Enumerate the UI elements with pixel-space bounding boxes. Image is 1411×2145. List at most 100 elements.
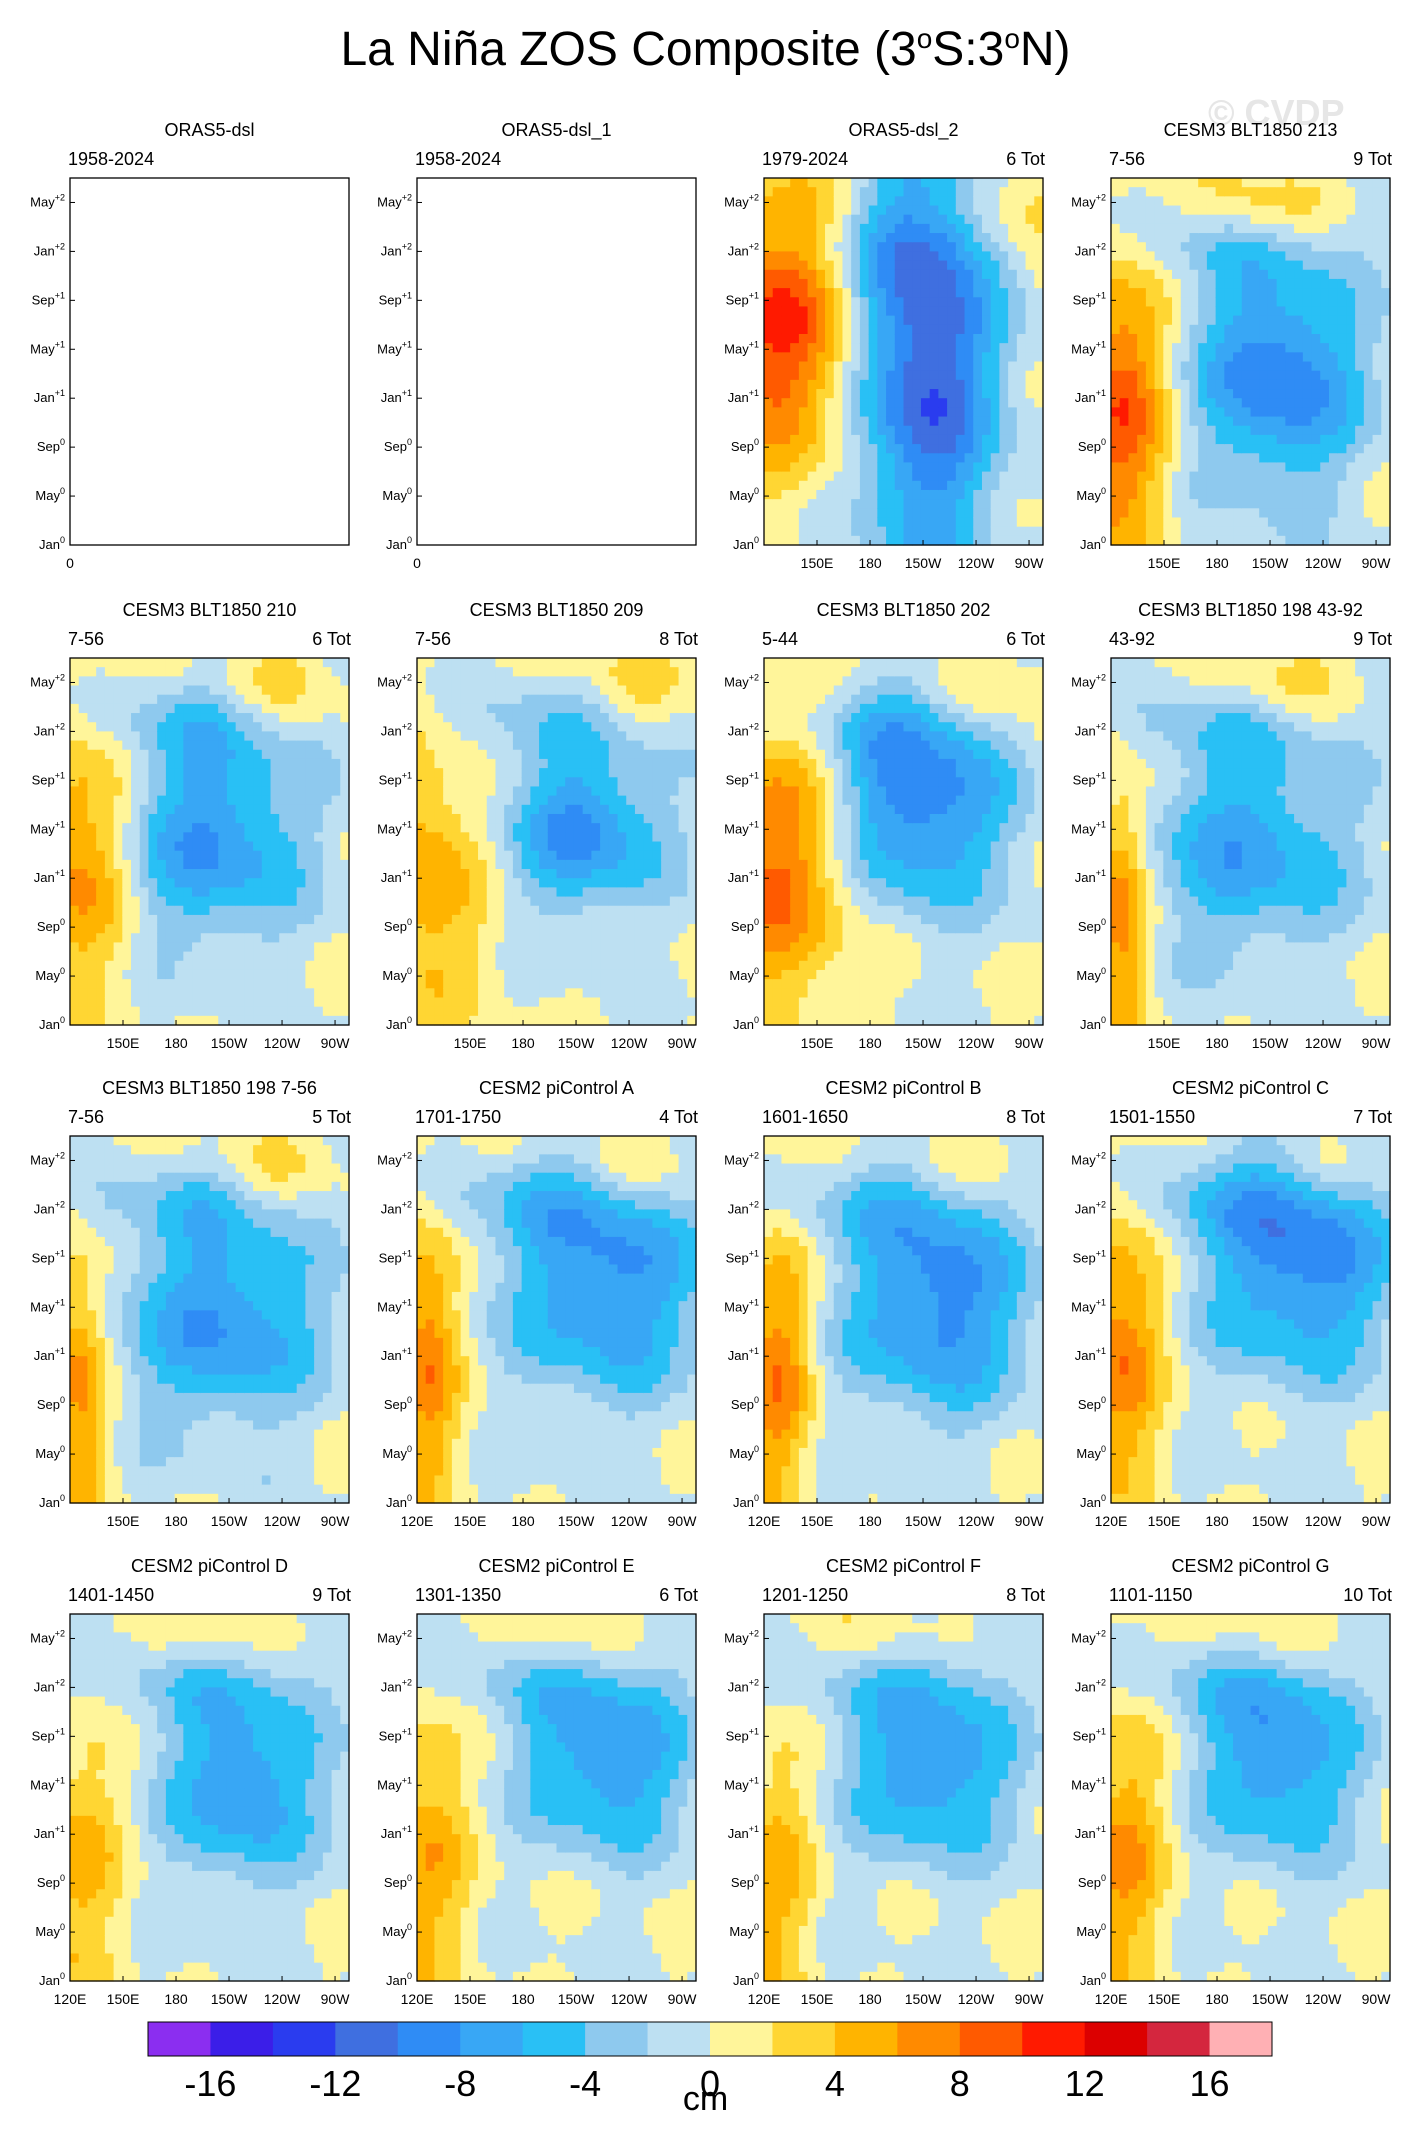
heatmap-cell [504,924,514,934]
heatmap-cell [495,933,505,944]
heatmap-cell [331,777,341,788]
heatmap-cell [1320,416,1330,427]
heatmap-cell [556,768,566,778]
heatmap-cell [868,223,878,234]
heatmap-cell [235,768,245,778]
heatmap-cell [104,869,115,879]
y-tick-label: Sep0 [1078,437,1106,454]
heatmap-cell [478,905,488,916]
heatmap-cell [469,997,479,1008]
heatmap-cell [1111,223,1121,234]
heatmap-cell [1294,278,1304,289]
heatmap-cell [1372,425,1382,436]
heatmap-cell [772,462,783,473]
heatmap-cell [1154,269,1164,280]
heatmap-cell [226,740,237,751]
heatmap-cell [912,535,922,546]
heatmap-cell [626,694,636,705]
heatmap-cell [1137,333,1147,344]
heatmap-cell [200,758,211,769]
heatmap-cell [1337,187,1348,197]
heatmap-cell [287,1006,298,1017]
heatmap-cell [1328,297,1339,308]
heatmap-cell [200,731,211,742]
heatmap-cell [200,786,211,797]
heatmap-cell [816,453,826,464]
heatmap-cell [1276,315,1286,326]
heatmap-cell [530,795,540,806]
heatmap-cell [261,859,272,870]
heatmap-cell [547,823,558,833]
heatmap-cell [790,508,800,519]
heatmap-cell [1119,480,1130,491]
heatmap-cell [314,942,324,953]
heatmap-cell [539,896,549,907]
heatmap-cell [1363,471,1374,482]
heatmap-cell [209,850,219,861]
heatmap-cell [1008,489,1018,500]
heatmap-cell [842,535,852,546]
heatmap-cell [451,731,462,742]
y-tick-label: Jan+1 [381,388,412,405]
heatmap-cell [235,758,245,769]
heatmap-cell [781,352,791,363]
heatmap-cell [1224,416,1234,427]
heatmap-cell [1302,269,1313,280]
heatmap-cell [495,951,505,962]
heatmap-cell [1016,416,1027,427]
heatmap-cell [868,251,878,262]
heatmap-cell [1111,361,1121,372]
heatmap-cell [903,278,913,289]
heatmap-cell [417,869,427,879]
heatmap-cell [608,676,619,687]
heatmap-cell [591,850,601,861]
heatmap-cell [600,997,610,1008]
heatmap-cell [70,1015,80,1026]
heatmap-cell [842,416,852,427]
heatmap-cell [1294,389,1304,399]
heatmap-cell [174,694,184,705]
heatmap-cell [87,832,97,843]
heatmap-cell [990,223,1001,234]
heatmap-cell [912,444,922,454]
heatmap-cell [1111,535,1121,546]
heatmap-cell [764,233,774,243]
heatmap-cell [781,361,791,372]
heatmap-cell [547,951,558,962]
heatmap-cell [868,297,878,308]
heatmap-cell [261,951,272,962]
heatmap-cell [1180,370,1191,381]
heatmap-cell [807,187,817,197]
heatmap-cell [547,887,558,898]
heatmap-cell [1355,196,1365,207]
heatmap-cell [434,731,444,742]
heatmap-cell [417,933,427,944]
heatmap-cell [139,722,150,733]
heatmap-cell [772,233,783,243]
heatmap-cell [772,379,783,390]
heatmap-cell [183,768,193,778]
heatmap-cell [600,703,610,714]
heatmap-cell [842,233,852,243]
heatmap-cell [842,178,852,188]
heatmap-cell [617,703,627,714]
heatmap-cell [157,969,167,980]
heatmap-cell [764,187,774,197]
heatmap-cell [929,499,939,509]
heatmap-cell [903,315,913,326]
heatmap-cell [174,942,184,953]
heatmap-cell [626,667,636,677]
y-tick-label: May0 [35,486,65,503]
heatmap-cell [1381,508,1391,519]
heatmap-cell [833,269,844,280]
heatmap-cell [113,887,123,898]
heatmap-cell [139,813,150,824]
heatmap-cell [451,951,462,962]
heatmap-cell [825,444,835,454]
heatmap-cell [1346,489,1356,500]
heatmap-cell [495,740,505,751]
heatmap-cell [573,969,584,980]
heatmap-cell [1233,361,1243,372]
heatmap-cell [1302,187,1313,197]
heatmap-cell [157,850,167,861]
